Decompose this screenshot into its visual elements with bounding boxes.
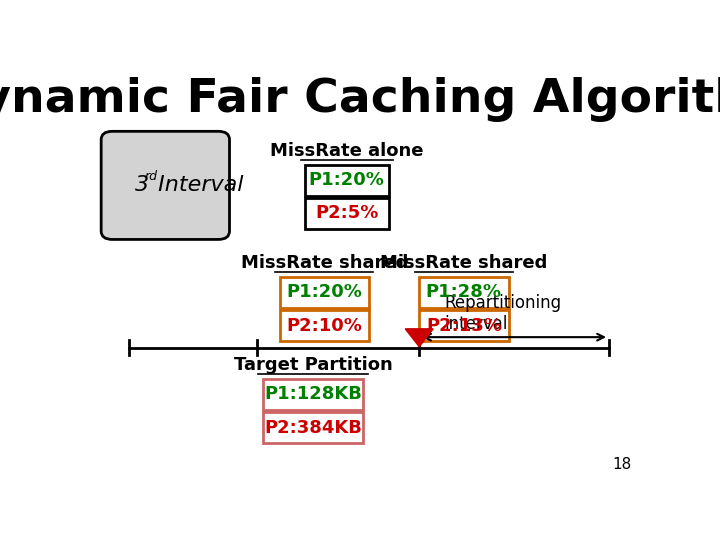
FancyBboxPatch shape — [263, 379, 364, 410]
FancyBboxPatch shape — [279, 310, 369, 341]
Text: 3: 3 — [135, 176, 149, 195]
FancyBboxPatch shape — [263, 412, 364, 443]
FancyBboxPatch shape — [419, 310, 508, 341]
Text: rd: rd — [144, 170, 157, 183]
FancyBboxPatch shape — [419, 277, 508, 308]
Text: P2:384KB: P2:384KB — [264, 418, 362, 436]
Text: P2:10%: P2:10% — [287, 317, 362, 335]
FancyBboxPatch shape — [305, 165, 389, 196]
Text: Repartitioning
interval: Repartitioning interval — [444, 294, 562, 333]
Text: Target Partition: Target Partition — [234, 356, 392, 374]
Text: MissRate alone: MissRate alone — [270, 142, 423, 160]
Polygon shape — [405, 329, 433, 347]
FancyBboxPatch shape — [305, 198, 389, 229]
Text: MissRate shared: MissRate shared — [240, 254, 408, 272]
Text: P1:20%: P1:20% — [309, 171, 384, 189]
Text: Dynamic Fair Caching Algorithm: Dynamic Fair Caching Algorithm — [0, 77, 720, 122]
Text: P1:28%: P1:28% — [426, 284, 502, 301]
Text: P2:5%: P2:5% — [315, 205, 379, 222]
Text: P1:128KB: P1:128KB — [264, 386, 362, 403]
Text: P1:20%: P1:20% — [287, 284, 362, 301]
Text: P2:13%: P2:13% — [426, 317, 502, 335]
FancyBboxPatch shape — [279, 277, 369, 308]
Text: 18: 18 — [612, 457, 631, 472]
Text: Interval: Interval — [151, 176, 244, 195]
FancyBboxPatch shape — [101, 131, 230, 239]
Text: MissRate shared: MissRate shared — [380, 254, 547, 272]
